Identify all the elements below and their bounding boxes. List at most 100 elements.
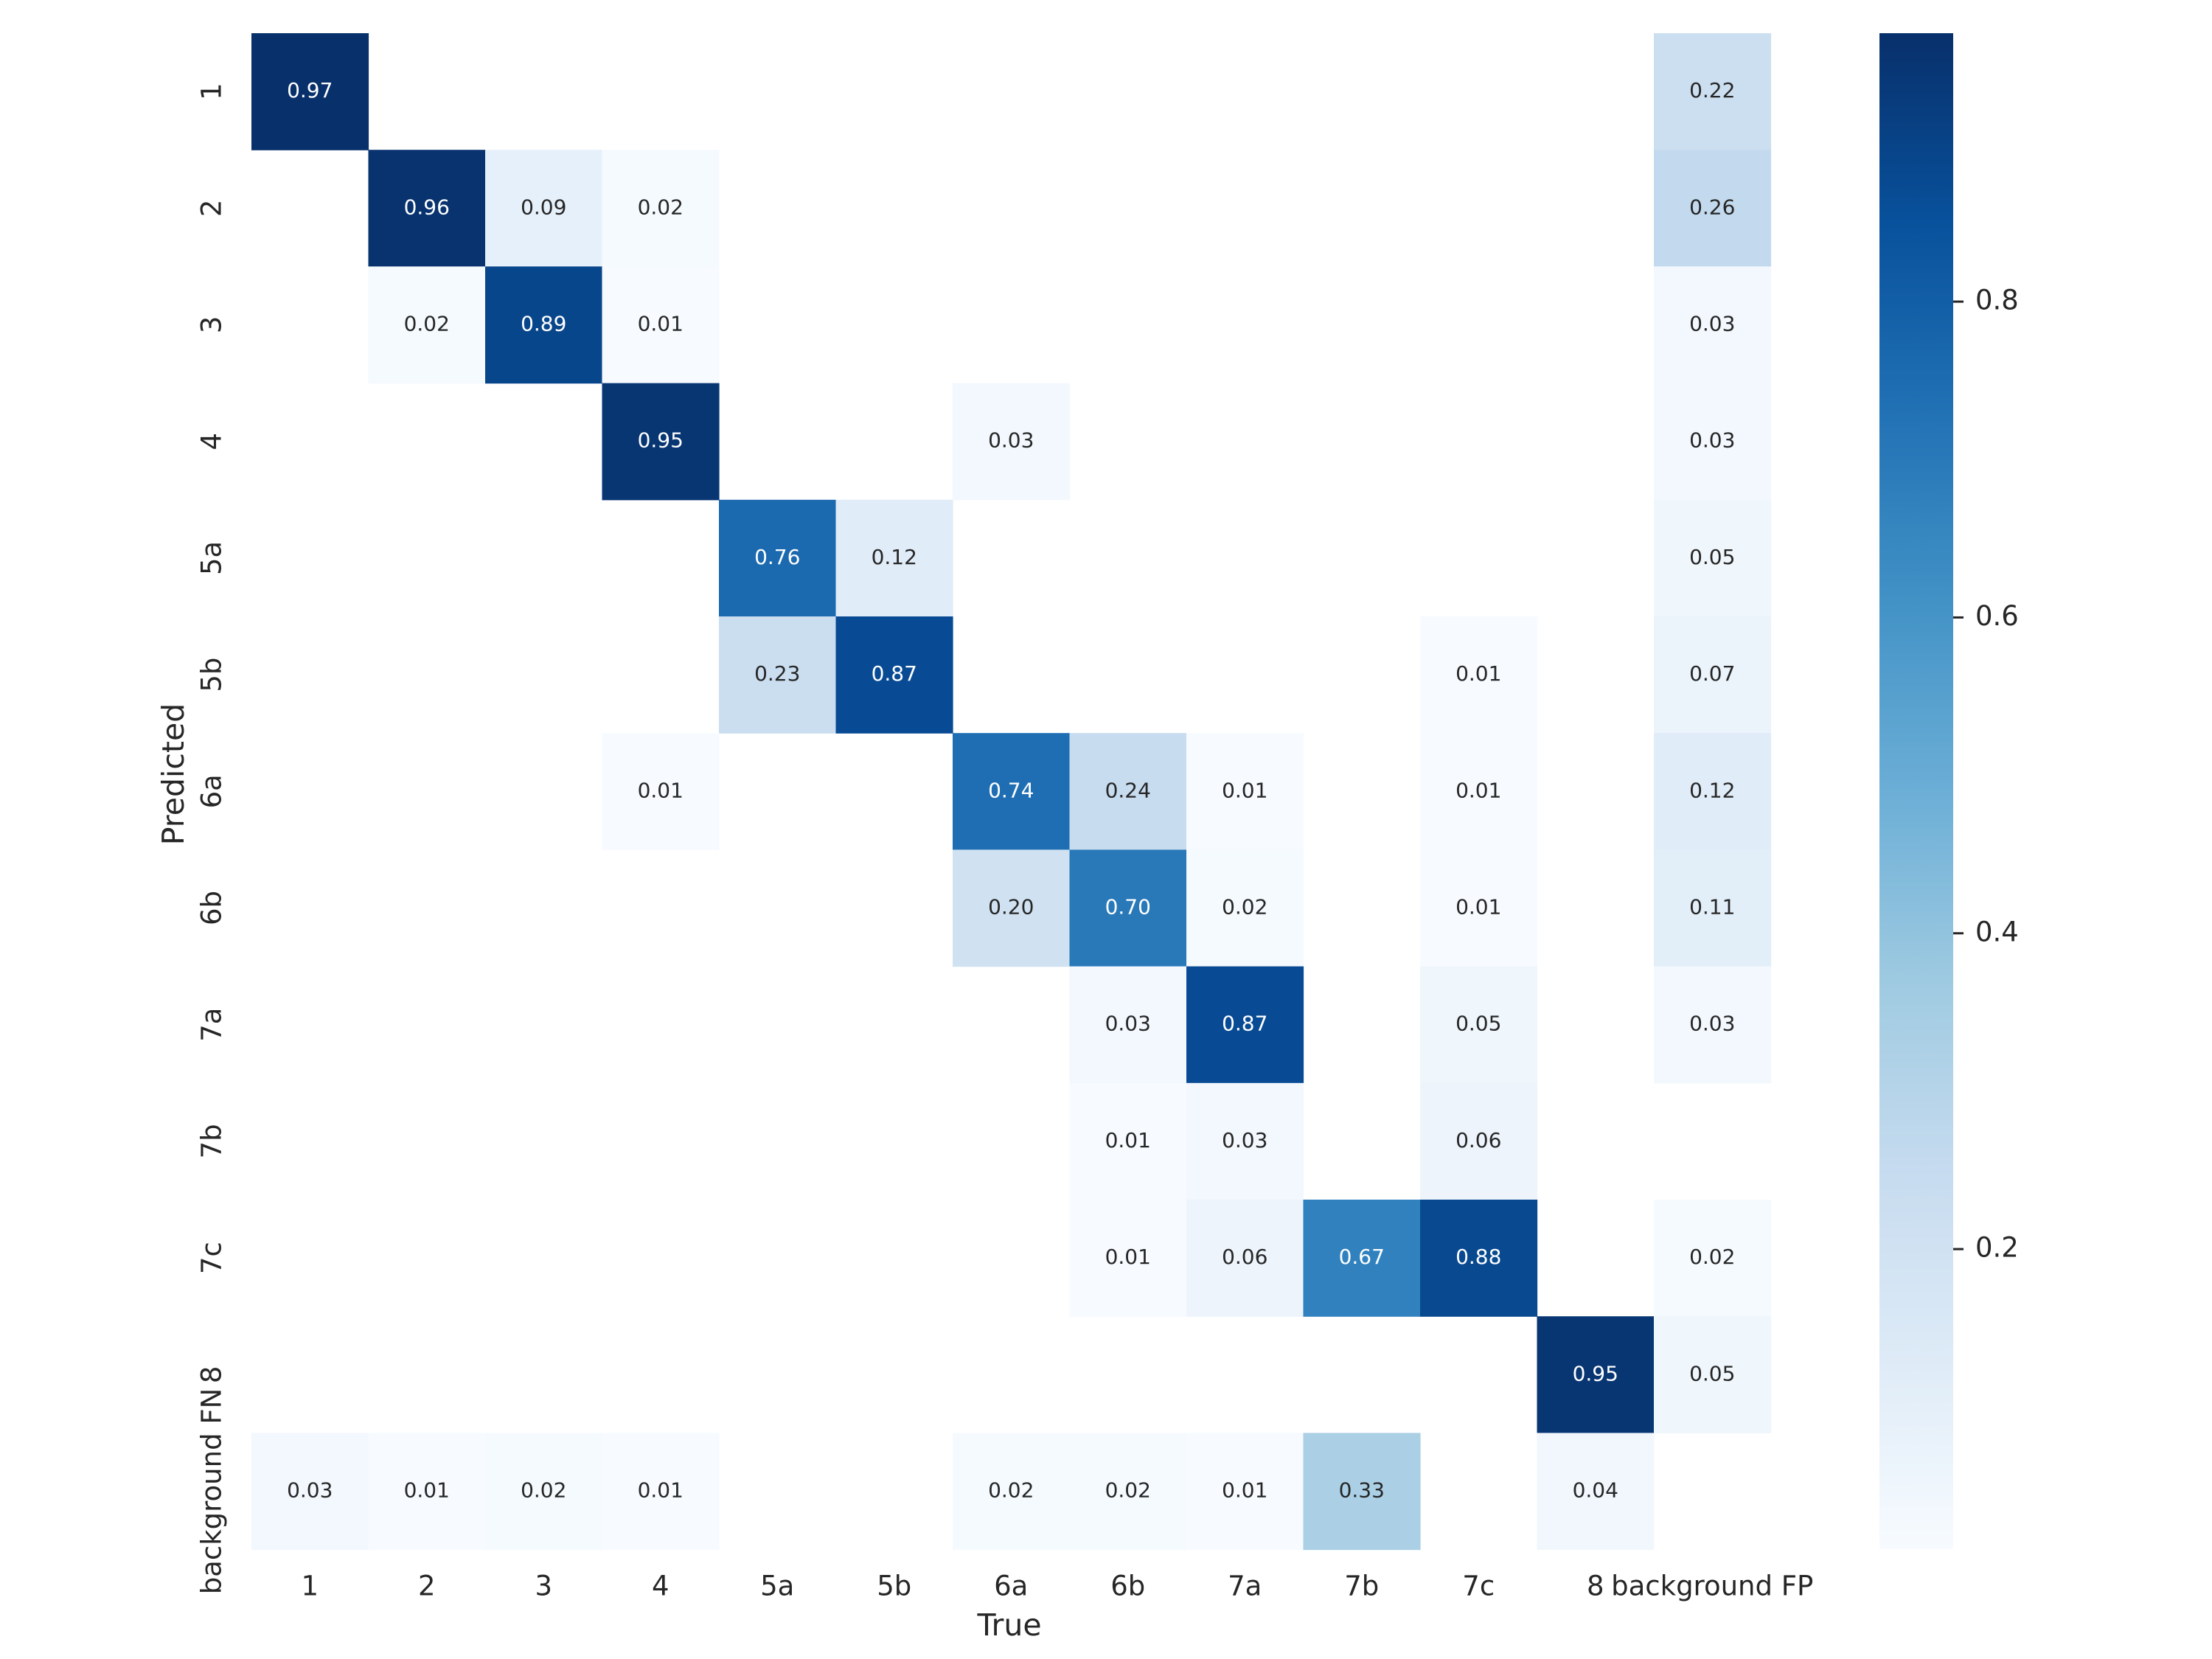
heatmap-cell — [1069, 1200, 1187, 1317]
cell-value-label: 0.87 — [1222, 1012, 1267, 1036]
cell-value-label: 0.05 — [1455, 1012, 1501, 1036]
cell-value-label: 0.01 — [1105, 1245, 1151, 1269]
heatmap-cell — [602, 1433, 720, 1551]
heatmap-cell — [368, 150, 486, 267]
cell-value-label: 0.03 — [1105, 1012, 1151, 1036]
x-tick-label: 7b — [1344, 1571, 1379, 1602]
heatmap-cell — [1420, 849, 1538, 967]
x-tick-label: 5a — [760, 1571, 794, 1602]
y-tick-label: 7a — [196, 1008, 228, 1042]
colorbar — [1879, 33, 1953, 1549]
cell-value-label: 0.02 — [1689, 1245, 1735, 1269]
y-tick-label: 1 — [196, 83, 228, 100]
cell-value-label: 0.01 — [1222, 778, 1267, 802]
heatmap-cells: 0.97 0.22 0.96 0.09 0.02 0.26 0.02 0.89 0.01 0.03… — [251, 33, 1772, 1551]
x-tick-label: 8 — [1587, 1571, 1604, 1602]
heatmap-cell — [953, 849, 1071, 967]
x-tick-label: 7c — [1462, 1571, 1495, 1602]
x-tick-label: 6a — [994, 1571, 1028, 1602]
cell-value-label: 0.03 — [1222, 1128, 1267, 1152]
cell-value-label: 0.05 — [1689, 1361, 1735, 1385]
cell-value-label: 0.87 — [872, 661, 917, 686]
x-tick-label: 5b — [877, 1571, 911, 1602]
cell-value-label: 0.09 — [521, 195, 566, 219]
y-tick-label: 6b — [196, 891, 228, 925]
heatmap-cell — [1654, 616, 1772, 734]
cell-value-label: 0.03 — [287, 1478, 333, 1503]
heatmap-cell — [602, 383, 720, 501]
cell-value-label: 0.70 — [1105, 895, 1151, 919]
heatmap-cell — [1654, 33, 1772, 150]
cell-value-label: 0.01 — [638, 778, 684, 802]
cell-value-label: 0.02 — [1222, 895, 1267, 919]
cell-value-label: 0.04 — [1573, 1478, 1618, 1503]
heatmap-cell — [602, 266, 720, 384]
heatmap-cell — [1654, 266, 1772, 384]
cell-value-label: 0.03 — [988, 428, 1034, 453]
cell-value-label: 0.88 — [1455, 1245, 1501, 1269]
cell-value-label: 0.22 — [1689, 78, 1735, 102]
x-tick-label: 4 — [652, 1571, 669, 1602]
heatmap-cell — [1186, 1433, 1304, 1551]
heatmap-cell — [1654, 150, 1772, 267]
cell-value-label: 0.95 — [1573, 1361, 1618, 1385]
y-tick-label: 6a — [196, 774, 228, 808]
cell-value-label: 0.01 — [1455, 778, 1501, 802]
cell-value-label: 0.11 — [1689, 895, 1735, 919]
heatmap-cell — [368, 266, 486, 384]
heatmap-cell — [251, 1433, 369, 1551]
heatmap-cell — [1186, 849, 1304, 967]
heatmap-cell — [1654, 383, 1772, 501]
cell-value-label: 0.05 — [1689, 545, 1735, 569]
cell-value-label: 0.03 — [1689, 1012, 1735, 1036]
cell-value-label: 0.74 — [988, 778, 1034, 802]
cell-value-label: 0.01 — [1455, 895, 1501, 919]
cell-value-label: 0.02 — [1105, 1478, 1151, 1503]
cell-value-label: 0.20 — [988, 895, 1034, 919]
y-tick-label: 5b — [196, 658, 228, 692]
x-tick-label: 2 — [418, 1571, 436, 1602]
heatmap-cell — [953, 733, 1071, 850]
heatmap-cell — [1069, 733, 1187, 850]
cell-value-label: 0.89 — [521, 312, 566, 336]
heatmap-cell — [602, 733, 720, 850]
heatmap-cell — [602, 150, 720, 267]
cell-value-label: 0.26 — [1689, 195, 1735, 219]
heatmap-cell — [1654, 499, 1772, 617]
heatmap-cell — [1654, 1200, 1772, 1317]
cell-value-label: 0.02 — [988, 1478, 1034, 1503]
cell-value-label: 0.97 — [287, 78, 333, 102]
y-tick-label: background FN — [196, 1388, 228, 1595]
y-axis-tick-labels: 1 2 3 4 5a 5b 6a 6b 7a 7b 7c 8 background FN — [196, 83, 228, 1594]
y-tick-label: 2 — [196, 200, 228, 218]
cell-value-label: 0.02 — [404, 312, 450, 336]
cell-value-label: 0.06 — [1222, 1245, 1267, 1269]
colorbar-tick-label: 0.4 — [1975, 916, 2019, 947]
cell-value-label: 0.24 — [1105, 778, 1151, 802]
cell-value-label: 0.01 — [1455, 661, 1501, 686]
y-tick-label: 7c — [196, 1242, 228, 1274]
y-axis-label: Predicted — [156, 703, 191, 845]
heatmap-cell — [1186, 1082, 1304, 1200]
cell-value-label: 0.03 — [1689, 312, 1735, 336]
heatmap-cell — [1186, 733, 1304, 850]
heatmap-cell — [1420, 1082, 1538, 1200]
heatmap-cell — [485, 266, 603, 384]
heatmap-cell — [1303, 1433, 1421, 1551]
cell-value-label: 0.01 — [638, 1478, 684, 1503]
x-tick-label: 3 — [535, 1571, 552, 1602]
cell-value-label: 0.96 — [404, 195, 450, 219]
cell-value-label: 0.12 — [1689, 778, 1735, 802]
heatmap-cell — [1420, 616, 1538, 734]
colorbar-tick-label: 0.8 — [1975, 285, 2019, 316]
heatmap-cell — [251, 33, 369, 150]
heatmap-cell — [485, 1433, 603, 1551]
heatmap-cell — [835, 616, 953, 734]
colorbar-ticks: 0.2 0.4 0.6 0.8 — [1953, 285, 2019, 1264]
heatmap-cell — [835, 499, 953, 617]
y-tick-label: 8 — [196, 1366, 228, 1384]
heatmap-cell — [368, 1433, 486, 1551]
cell-value-label: 0.01 — [404, 1478, 450, 1503]
cell-value-label: 0.01 — [1105, 1128, 1151, 1152]
